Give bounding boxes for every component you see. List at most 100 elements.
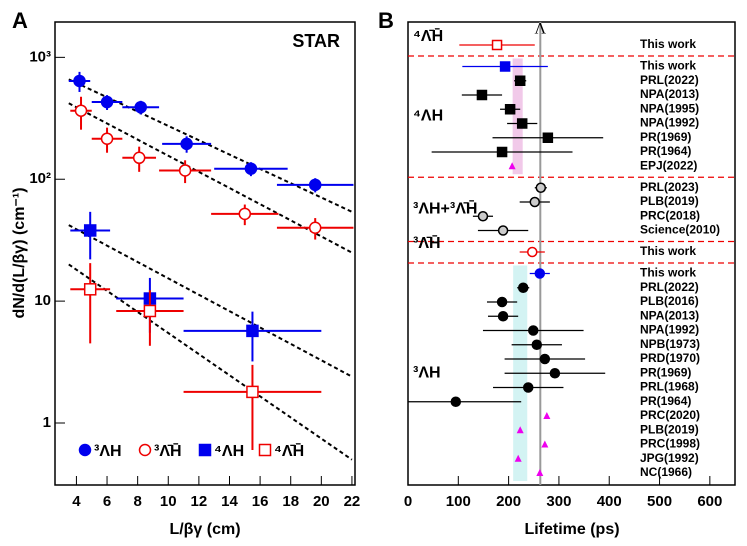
row-label: NPB(1973) [640,337,700,351]
panel-label: B [378,8,394,33]
row-label: PLB(2019) [640,422,699,436]
point [541,440,549,448]
point [132,151,146,165]
point [477,211,489,222]
row-label: PR(1964) [640,144,691,158]
x-tick-label: 16 [252,493,269,510]
point [100,132,114,145]
row-label: NPA(1992) [640,323,699,337]
x-tick-label: 8 [133,493,141,510]
point [529,196,541,208]
row-label: PRC(1998) [640,437,700,451]
x-tick-label: 600 [697,493,722,510]
point [508,162,516,170]
legend-label: ⁴ΛH [214,443,244,460]
row-label: PRC(2018) [640,208,700,222]
point [516,426,524,434]
group-label: ³ΛH+³Λ̄H̄ [413,198,477,217]
row-label: PRC(2020) [640,408,700,422]
point [246,324,259,338]
point [78,443,92,457]
row-label: PRL(2022) [640,73,699,87]
x-tick-label: 14 [221,493,238,510]
x-tick-label: 0 [404,493,412,510]
point [178,164,192,177]
fit-line [68,224,353,378]
x-tick-label: 20 [313,493,330,510]
point [238,207,252,221]
point [450,396,462,407]
point [143,304,157,318]
point [180,137,193,151]
x-tick-label: 400 [597,493,622,510]
fit-line [68,263,353,461]
group-label: ⁴Λ̄H̄ [413,26,443,45]
point [536,469,544,476]
point [198,443,212,457]
row-label: This work [640,244,696,258]
point [539,353,551,365]
point [542,132,554,143]
row-label: PR(1964) [640,394,691,408]
panel-label: A [12,8,28,33]
point [246,385,259,399]
row-label: NPA(2013) [640,87,699,101]
point [528,325,539,336]
y-tick-label: 10² [29,170,51,187]
row-label: PRD(1970) [640,351,700,365]
x-tick-label: 300 [546,493,571,510]
point [514,75,526,86]
legend-label: ⁴Λ̄H̄ [274,441,304,460]
point [522,382,534,393]
point [499,61,511,72]
reference-label: Λ [535,21,547,38]
point [504,104,516,115]
row-label: This work [640,37,696,51]
point [308,221,322,234]
x-tick-label: 500 [647,493,672,510]
row-label: This work [640,266,696,280]
point [308,178,322,192]
row-label: NPA(1995) [640,101,699,115]
x-axis-label: Lifetime (ps) [524,521,619,538]
point [258,443,272,457]
point [83,283,97,296]
point [549,368,561,379]
point [73,74,86,88]
row-label: Science(2010) [640,223,720,237]
group-label: ³Λ̄H̄ [413,233,441,252]
row-label: PRL(1968) [640,380,699,394]
plot-frame [54,21,356,486]
point [534,268,546,279]
y-tick-label: 1 [43,414,51,431]
x-tick-label: 4 [72,493,81,510]
point [134,100,147,114]
point [74,104,88,117]
x-tick-label: 12 [191,493,208,510]
row-label: NPA(1992) [640,116,699,130]
point [476,89,488,101]
y-tick-label: 10³ [29,48,51,65]
row-label: EPJ(2022) [640,158,697,172]
point [543,412,551,419]
x-tick-label: 200 [496,493,521,510]
legend-label: ³Λ̄H̄ [154,441,182,460]
legend-label: ³ΛH [94,443,122,460]
chart-title: STAR [292,31,340,51]
x-tick-label: 22 [344,493,361,510]
row-label: PRL(2022) [640,280,699,294]
row-label: NC(1966) [640,465,692,479]
point [83,224,97,237]
row-label: JPG(1992) [640,451,699,465]
plot-frame [407,21,736,486]
x-tick-label: 18 [282,493,299,510]
point [527,246,538,258]
point [244,162,258,175]
point [516,118,528,129]
y-tick-label: 10 [34,292,51,309]
point [497,311,509,322]
x-tick-label: 6 [103,493,111,510]
row-label: This work [640,59,696,73]
point [517,282,529,293]
